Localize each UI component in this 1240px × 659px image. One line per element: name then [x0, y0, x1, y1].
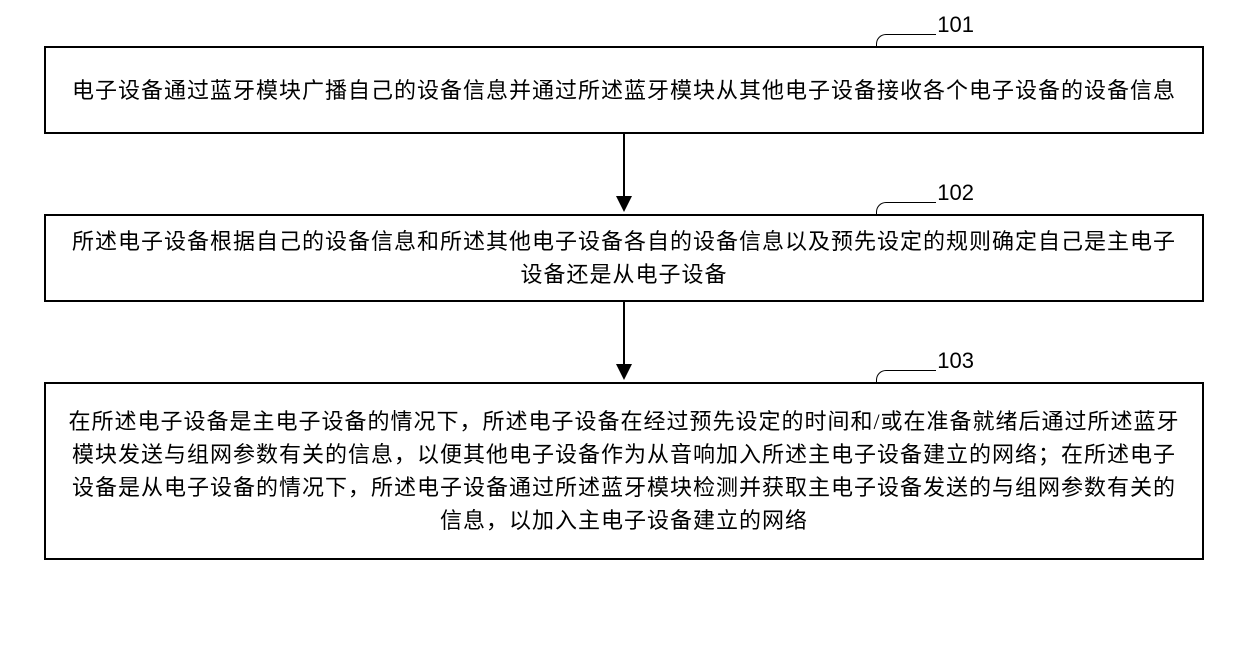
step-label-102: 102	[937, 180, 974, 206]
step-text-101: 电子设备通过蓝牙模块广播自己的设备信息并通过所述蓝牙模块从其他电子设备接收各个电…	[66, 74, 1182, 107]
step-label-101: 101	[937, 12, 974, 38]
step-label-103: 103	[937, 348, 974, 374]
step-wrapper-102: 102 所述电子设备根据自己的设备信息和所述其他电子设备各自的设备信息以及预先设…	[44, 214, 1204, 302]
connector-101-102	[44, 134, 1204, 214]
arrow-head-icon	[616, 196, 632, 212]
step-box-103: 在所述电子设备是主电子设备的情况下，所述电子设备在经过预先设定的时间和/或在准备…	[44, 382, 1204, 560]
label-connector-curve	[876, 370, 936, 382]
label-connector-curve	[876, 34, 936, 46]
flowchart-container: 101 电子设备通过蓝牙模块广播自己的设备信息并通过所述蓝牙模块从其他电子设备接…	[44, 10, 1204, 560]
arrow-line	[623, 134, 625, 198]
step-box-102: 所述电子设备根据自己的设备信息和所述其他电子设备各自的设备信息以及预先设定的规则…	[44, 214, 1204, 302]
step-text-102: 所述电子设备根据自己的设备信息和所述其他电子设备各自的设备信息以及预先设定的规则…	[66, 225, 1182, 291]
step-text-103: 在所述电子设备是主电子设备的情况下，所述电子设备在经过预先设定的时间和/或在准备…	[66, 405, 1182, 537]
step-wrapper-103: 103 在所述电子设备是主电子设备的情况下，所述电子设备在经过预先设定的时间和/…	[44, 382, 1204, 560]
step-box-101: 电子设备通过蓝牙模块广播自己的设备信息并通过所述蓝牙模块从其他电子设备接收各个电…	[44, 46, 1204, 134]
arrow-head-icon	[616, 364, 632, 380]
arrow-line	[623, 302, 625, 366]
connector-102-103	[44, 302, 1204, 382]
step-wrapper-101: 101 电子设备通过蓝牙模块广播自己的设备信息并通过所述蓝牙模块从其他电子设备接…	[44, 46, 1204, 134]
label-connector-curve	[876, 202, 936, 214]
